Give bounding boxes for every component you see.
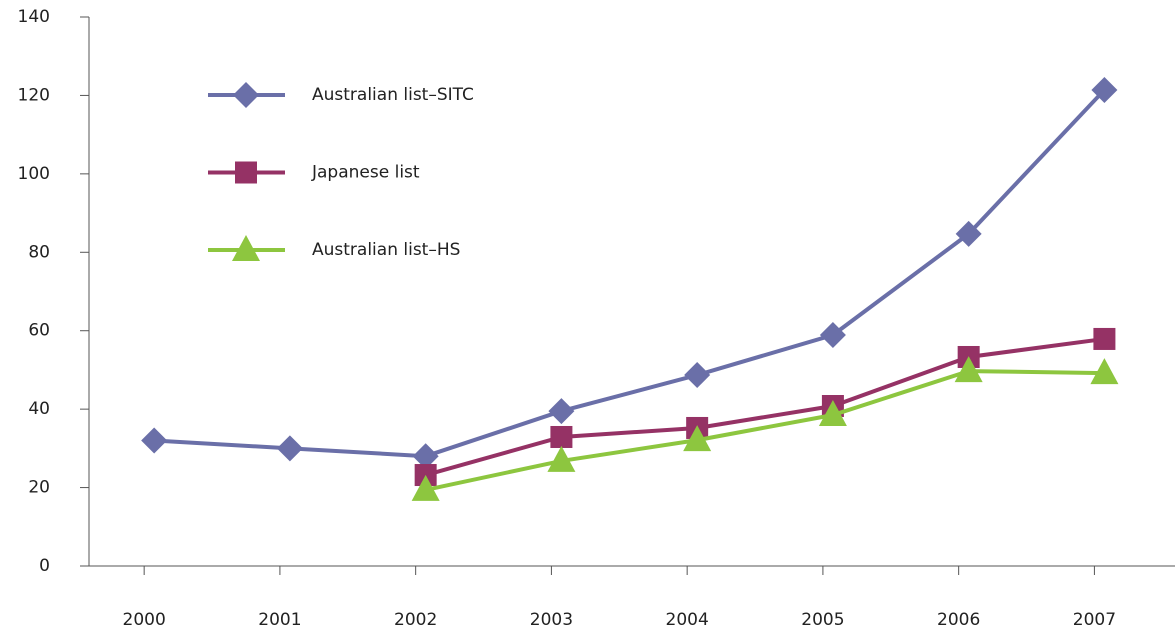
legend-label: Japanese list: [311, 163, 420, 183]
series-line: [425, 369, 1105, 492]
marker: [1091, 76, 1118, 103]
y-tick-label: 60: [28, 321, 50, 341]
x-tick-label: 2007: [1073, 610, 1116, 630]
legend-label: Australian list–HS: [312, 240, 460, 260]
y-tick-label: 20: [28, 478, 50, 498]
marker: [235, 161, 257, 184]
marker: [548, 398, 575, 425]
x-tick-label: 2004: [666, 610, 709, 630]
marker: [141, 427, 168, 454]
marker: [819, 322, 846, 349]
y-tick-label: 120: [18, 85, 50, 105]
y-tick-label: 80: [28, 242, 50, 262]
x-tick-label: 2002: [394, 610, 437, 630]
marker: [1090, 358, 1119, 385]
marker: [954, 356, 983, 383]
marker: [684, 362, 711, 389]
marker: [411, 474, 440, 501]
x-tick-label: 2006: [937, 610, 980, 630]
x-tick-label: 2000: [123, 610, 166, 630]
series-line: [154, 88, 1106, 459]
marker: [683, 425, 712, 452]
y-tick-label: 0: [39, 556, 50, 576]
marker: [818, 400, 847, 427]
marker: [1093, 327, 1116, 350]
marker: [412, 443, 439, 470]
x-tick-label: 2005: [801, 610, 844, 630]
marker: [550, 425, 573, 448]
marker: [547, 445, 576, 472]
y-tick-label: 40: [28, 399, 50, 419]
marker: [276, 435, 303, 462]
y-tick-label: 100: [18, 164, 50, 184]
legend-label: Australian list–SITC: [312, 85, 474, 105]
marker: [232, 235, 260, 261]
y-tick-label: 140: [18, 7, 50, 27]
x-tick-label: 2001: [258, 610, 301, 630]
series-line: [425, 336, 1105, 477]
x-tick-label: 2003: [530, 610, 573, 630]
marker: [233, 82, 259, 108]
marker: [955, 220, 982, 247]
